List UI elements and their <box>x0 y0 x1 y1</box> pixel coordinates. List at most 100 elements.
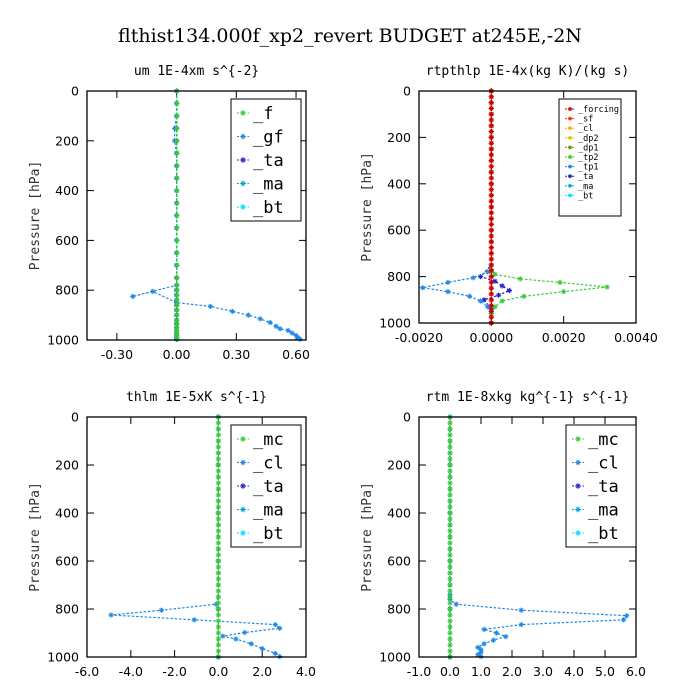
data-point <box>447 438 453 444</box>
series-tp1 <box>420 88 494 326</box>
data-point <box>285 327 291 334</box>
data-point <box>488 274 494 280</box>
data-point <box>174 282 180 288</box>
data-point <box>488 227 494 233</box>
legend-label: _cl <box>578 124 593 134</box>
y-axis-label: Pressure [hPa] <box>28 161 43 271</box>
data-point <box>215 522 221 528</box>
series-f <box>174 88 180 342</box>
legend-item: _bt <box>572 524 619 544</box>
data-point <box>420 285 426 291</box>
data-point <box>215 504 221 510</box>
y-tick-label: 200 <box>387 458 411 473</box>
y-tick-label: 600 <box>387 554 411 569</box>
plot-frame <box>86 416 307 658</box>
data-point <box>174 212 180 219</box>
y-axis-label: Pressure [hPa] <box>28 482 43 592</box>
data-point <box>481 626 487 632</box>
legend-swatch-marker <box>240 483 246 489</box>
data-point <box>488 256 494 262</box>
series-mc <box>447 414 453 660</box>
data-point <box>447 606 453 612</box>
y-tick-label: 0 <box>71 84 79 99</box>
data-point <box>215 606 221 612</box>
legend-swatch-marker <box>240 133 246 140</box>
data-point <box>481 641 487 647</box>
data-point <box>453 601 459 607</box>
legend-item: _ta <box>572 477 619 497</box>
y-axis-label: Pressure [hPa] <box>360 482 375 592</box>
legend-item: _tp1 <box>565 163 598 173</box>
legend-swatch-marker <box>568 164 572 169</box>
data-point <box>495 292 502 298</box>
data-point <box>488 239 494 245</box>
x-tick-label: -0.0020 <box>395 330 443 345</box>
data-point <box>447 492 453 498</box>
y-tick-label: 400 <box>55 183 79 198</box>
data-point <box>150 288 156 295</box>
legend-label: _bt <box>253 198 284 218</box>
data-point <box>174 262 180 268</box>
data-point <box>488 279 494 285</box>
panel-title: um 1E-4xm s^{-2} <box>134 64 259 79</box>
data-point <box>467 293 473 299</box>
x-tick-label: -0.30 <box>101 347 133 362</box>
data-point <box>488 221 494 227</box>
data-point <box>492 271 498 277</box>
series-forcing <box>488 88 494 326</box>
legend-swatch-marker <box>568 126 572 131</box>
data-point <box>215 420 221 426</box>
data-point <box>215 576 221 582</box>
legend-swatch-marker <box>240 530 246 536</box>
data-point <box>245 312 251 318</box>
legend-swatch-marker <box>568 155 572 159</box>
data-point <box>229 308 235 314</box>
data-point <box>289 330 295 336</box>
legend-label: _gf <box>253 128 284 148</box>
data-point <box>215 480 221 486</box>
data-point <box>488 117 494 123</box>
y-tick-label: 600 <box>55 233 79 248</box>
data-point <box>447 570 453 576</box>
y-tick-label: 1000 <box>379 650 411 665</box>
legend-swatch-marker <box>575 530 581 536</box>
chart-panel-3: thlm 1E-5xK s^{-1} Pressure [hPa] 0 200 400 6… <box>28 390 316 679</box>
data-point <box>277 625 283 631</box>
x-tick-label: 3.0 <box>533 664 553 679</box>
legend-item: _ma <box>565 182 593 192</box>
data-point <box>215 558 221 564</box>
legend-item: _bt <box>237 524 284 544</box>
data-point <box>488 210 494 216</box>
data-point <box>557 279 563 285</box>
data-point <box>215 636 221 642</box>
data-point <box>488 152 494 158</box>
data-point <box>257 316 263 322</box>
y-tick-label: 0 <box>403 84 411 99</box>
plot-frame <box>418 90 637 324</box>
data-point <box>447 642 453 648</box>
data-point <box>447 594 453 600</box>
legend-swatch-marker <box>568 107 572 111</box>
legend-swatch-marker <box>568 135 572 140</box>
data-point <box>447 510 453 516</box>
data-point <box>174 275 180 281</box>
legend-label: _ma <box>588 501 619 521</box>
series-line <box>479 91 511 323</box>
legend: _forcing_sf_cl_dp2_dp1_tp2_tp1_ta_ma_bt <box>558 98 622 217</box>
data-point <box>215 450 221 456</box>
data-point <box>174 113 180 119</box>
data-point <box>488 105 494 111</box>
legend-swatch-marker <box>568 116 572 121</box>
data-point <box>447 618 453 624</box>
legend-label: _mc <box>253 430 284 450</box>
data-point <box>447 588 453 594</box>
data-point <box>488 268 494 274</box>
legend-item: _tp2 <box>565 153 598 163</box>
legend-item: _ta <box>565 172 593 182</box>
data-point <box>297 336 303 342</box>
legend-label: _sf <box>578 115 593 125</box>
data-point <box>488 181 494 187</box>
data-point <box>215 492 221 498</box>
data-point <box>447 636 453 642</box>
data-point <box>215 570 221 576</box>
